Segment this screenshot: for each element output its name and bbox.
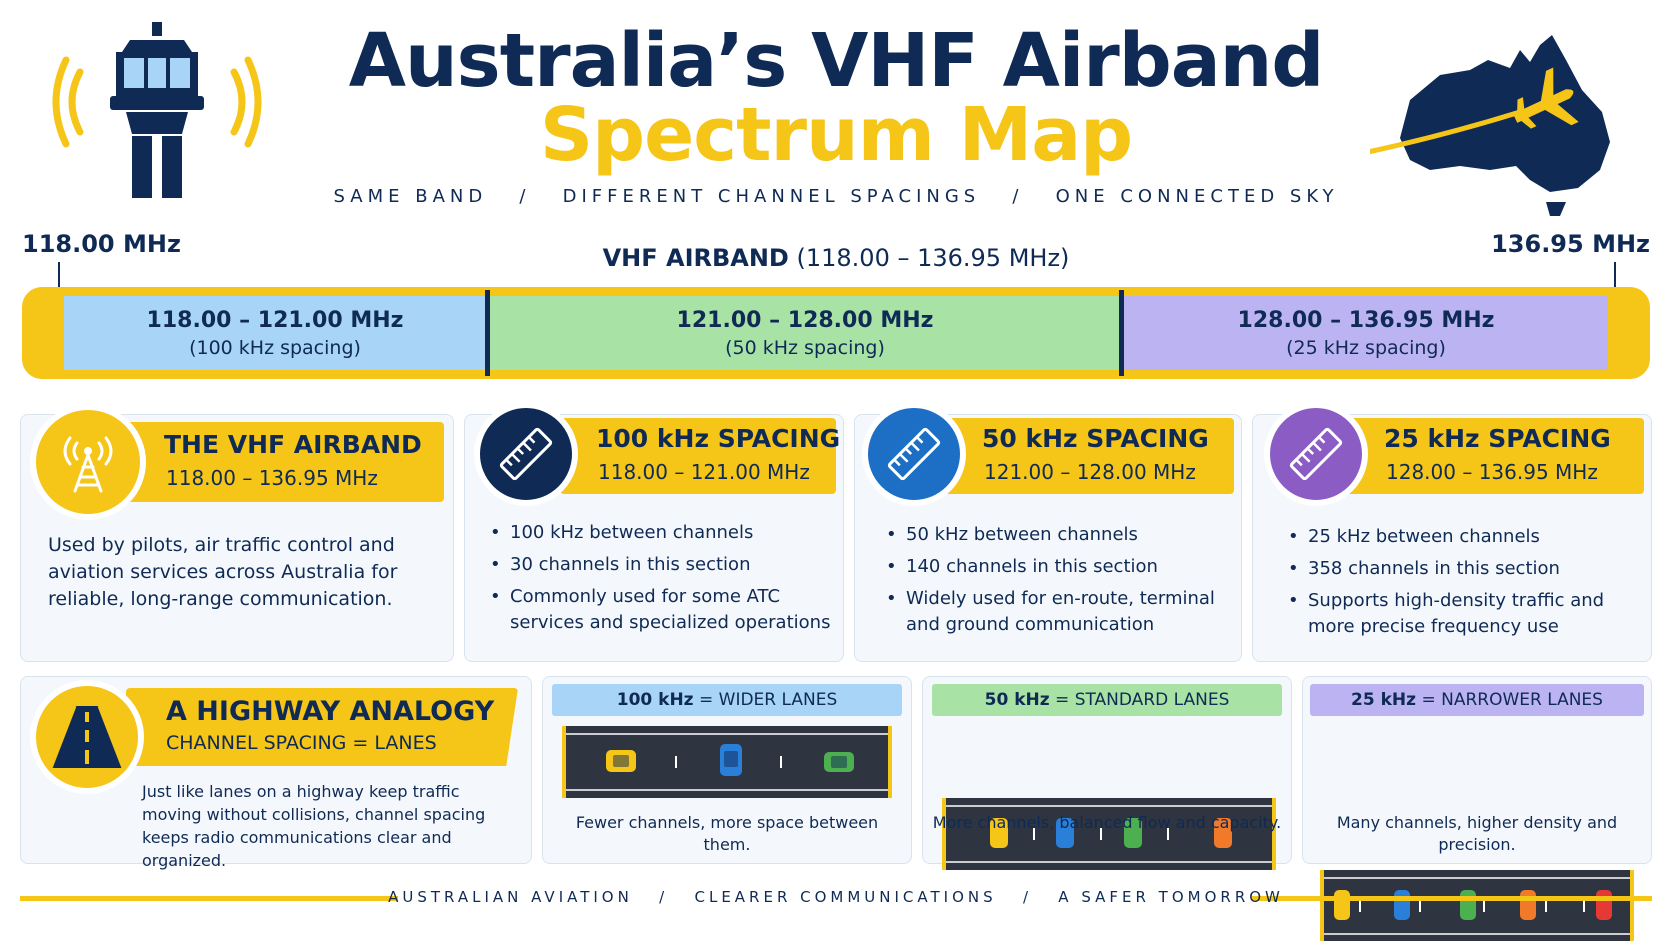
card-range: 118.00 – 121.00 MHz (598, 460, 810, 484)
footer-rule-right (1252, 896, 1652, 901)
card-range: 118.00 – 136.95 MHz (166, 466, 378, 490)
band-end-label: 136.95 MHz (1491, 230, 1650, 258)
card-heading: 100 kHz SPACING (596, 424, 841, 453)
segment-range: 121.00 – 128.00 MHz (676, 308, 934, 333)
card-body: Used by pilots, air traffic control and … (48, 534, 398, 610)
band-title: VHF AIRBAND (118.00 – 136.95 MHz) (0, 244, 1672, 272)
band-title-bold: VHF AIRBAND (602, 244, 789, 272)
lane-heading-rest: = NARROWER LANES (1416, 690, 1603, 710)
lane-heading: 100 kHz = WIDER LANES (552, 684, 902, 716)
bullet-item: 30 channels in this section (488, 552, 834, 578)
segment-range: 118.00 – 121.00 MHz (146, 308, 404, 333)
car-icon (1056, 818, 1074, 848)
band-segment-100khz: 118.00 – 121.00 MHz (100 kHz spacing) (64, 296, 486, 370)
lane-heading-rest: = WIDER LANES (693, 690, 838, 710)
lane-heading-bold: 50 kHz (984, 690, 1050, 710)
page-title-line1: Australia’s VHF Airband (348, 18, 1325, 104)
australia-map-icon (1370, 35, 1610, 216)
highway-lanes (562, 726, 892, 798)
card-bullets: 50 kHz between channels 140 channels in … (884, 522, 1236, 644)
bullet-item: 25 kHz between channels (1286, 524, 1646, 550)
bullet-item: Supports high-density traffic and more p… (1286, 588, 1646, 640)
bullet-item: Commonly used for some ATC services and … (488, 584, 834, 636)
segment-spacing: (50 kHz spacing) (725, 337, 885, 359)
card-range: 121.00 – 128.00 MHz (984, 460, 1196, 484)
card-heading: 50 kHz SPACING (982, 424, 1209, 453)
bullet-item: Widely used for en-route, terminal and g… (884, 586, 1236, 638)
band-segment-50khz: 121.00 – 128.00 MHz (50 kHz spacing) (490, 296, 1120, 370)
bullet-item: 50 kHz between channels (884, 522, 1236, 548)
card-bullets: 25 kHz between channels 358 channels in … (1286, 524, 1646, 646)
radio-tower-icon (30, 404, 146, 520)
highway-lanes (942, 798, 1276, 870)
lane-graphic (946, 805, 1272, 863)
band-start-label: 118.00 MHz (22, 230, 181, 258)
lane-heading: 25 kHz = NARROWER LANES (1310, 684, 1644, 716)
bullet-item: 100 kHz between channels (488, 520, 834, 546)
car-icon (1124, 818, 1142, 848)
card-bullets: 100 kHz between channels 30 channels in … (488, 520, 834, 642)
card-heading: 25 kHz SPACING (1384, 424, 1611, 453)
segment-spacing: (100 kHz spacing) (189, 337, 361, 359)
segment-range: 128.00 – 136.95 MHz (1237, 308, 1495, 333)
road-icon (30, 680, 144, 794)
card-heading: THE VHF AIRBAND (164, 430, 422, 459)
lane-graphic (566, 733, 888, 791)
card-range: 128.00 – 136.95 MHz (1386, 460, 1598, 484)
band-end-tick (1614, 262, 1616, 296)
page-title-line2: Spectrum Map (539, 92, 1133, 178)
lane-caption: Fewer channels, more space between them. (575, 813, 879, 854)
card-banner (126, 688, 518, 766)
segment-divider (1119, 290, 1124, 376)
segment-divider (485, 290, 490, 376)
card-banner (560, 418, 836, 494)
car-icon (1214, 818, 1232, 848)
lane-caption: More channels, balanced flow and capacit… (932, 813, 1282, 832)
car-icon (990, 818, 1008, 848)
control-tower-icon (52, 22, 262, 198)
analogy-subheading: CHANNEL SPACING = LANES (166, 732, 437, 754)
card-banner (944, 418, 1234, 494)
card-banner (118, 422, 444, 502)
ruler-icon (474, 402, 578, 506)
analogy-heading: A HIGHWAY ANALOGY (166, 696, 495, 727)
footer-text: AUSTRALIAN AVIATION / CLEARER COMMUNICAT… (388, 888, 1284, 906)
lane-caption: Many channels, higher density and precis… (1336, 813, 1618, 854)
ruler-icon (862, 402, 966, 506)
footer-rule-left (20, 896, 398, 901)
lane-heading-bold: 25 kHz (1351, 690, 1417, 710)
lane-heading: 50 kHz = STANDARD LANES (932, 684, 1282, 716)
lane-heading-rest: = STANDARD LANES (1049, 690, 1230, 710)
tagline: SAME BAND / DIFFERENT CHANNEL SPACINGS /… (333, 186, 1339, 207)
lane-heading-bold: 100 kHz (616, 690, 694, 710)
bullet-item: 358 channels in this section (1286, 556, 1646, 582)
bullet-item: 140 channels in this section (884, 554, 1236, 580)
band-start-tick (58, 262, 60, 296)
card-banner (1346, 418, 1644, 494)
analogy-body: Just like lanes on a highway keep traffi… (142, 782, 486, 870)
band-segment-25khz: 128.00 – 136.95 MHz (25 kHz spacing) (1124, 296, 1608, 370)
ruler-icon (1264, 402, 1368, 506)
band-title-range: (118.00 – 136.95 MHz) (796, 244, 1070, 272)
segment-spacing: (25 kHz spacing) (1286, 337, 1446, 359)
